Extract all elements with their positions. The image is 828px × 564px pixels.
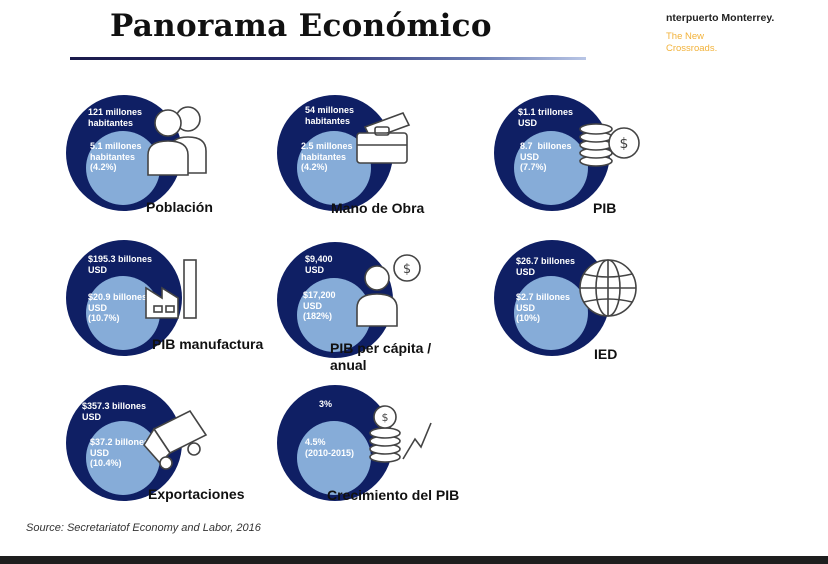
label-mano-de-obra: Mano de Obra <box>331 200 425 216</box>
inner-value: $17,200 USD (182%) <box>303 290 336 321</box>
svg-text:$: $ <box>382 411 389 424</box>
inner-value: 5.1 millones habitantes (4.2%) <box>90 141 142 172</box>
stat-pib-manufactura: $195.3 billones USD $20.9 billones USD (… <box>66 240 266 370</box>
label-pib: PIB <box>593 200 617 216</box>
stat-pib-per-capita: $9,400 USD $17,200 USD (182%) $ <box>277 242 477 372</box>
label-crecimiento-pib: Crecimiento del PIB <box>327 487 460 503</box>
label-pib-per-capita: PIB per cápita / anual <box>330 340 432 373</box>
inner-value: $37.2 billones USD (10.4%) <box>90 437 150 468</box>
globe-icon <box>579 259 637 317</box>
factory-icon <box>145 259 197 319</box>
stat-crecimiento-pib: 3% 4.5% (2010-2015) $ <box>277 385 477 515</box>
logo-tagline-text: The New Crossroads. <box>666 31 718 54</box>
stat-ied: $26.7 billones USD $2.7 billones USD (10… <box>494 240 694 370</box>
label-pib-manufactura: PIB manufactura <box>152 336 264 352</box>
outer-value: $9,400 USD <box>305 254 333 275</box>
truck-icon <box>143 409 208 470</box>
bottom-bar <box>0 556 828 564</box>
title-underline <box>70 57 586 60</box>
page-title: Panorama Económico <box>110 8 492 44</box>
stat-exportaciones: $357.3 billones USD $37.2 billones USD (… <box>66 385 266 515</box>
outer-value: 121 millones habitantes <box>88 107 143 128</box>
stat-mano-de-obra: 54 millones habitantes 2.5 millones habi… <box>277 95 477 225</box>
briefcase-icon <box>356 112 411 164</box>
inner-value: $20.9 billones USD (10.7%) <box>88 292 148 323</box>
label-ied: IED <box>594 346 618 362</box>
svg-text:$: $ <box>403 262 411 277</box>
inner-value: 4.5% (2010-2015) <box>305 437 355 458</box>
outer-value: 54 millones habitantes <box>305 105 355 126</box>
people-icon <box>147 106 207 176</box>
stat-pib: $1.1 trillones USD 8.7 billones USD (7.7… <box>494 95 694 225</box>
label-exportaciones: Exportaciones <box>148 486 245 502</box>
outer-value: $26.7 billones USD <box>516 256 576 277</box>
stat-poblacion: 121 millones habitantes 5.1 millones hab… <box>66 95 266 225</box>
outer-value: $357.3 billones USD <box>82 401 147 422</box>
logo-tagline: The New Crossroads. <box>666 31 828 55</box>
person-coin-icon: $ <box>356 254 421 327</box>
logo-name: nterpuerto Monterrey. <box>666 12 775 24</box>
inner-value: 8.7 billones USD (7.7%) <box>520 141 572 172</box>
label-poblacion: Población <box>146 199 213 215</box>
coins-icon: $ <box>579 123 640 167</box>
inner-circle <box>514 276 588 350</box>
inner-value: $2.7 billones USD (10%) <box>516 292 571 323</box>
logo: nterpuerto Monterrey. The New Crossroads… <box>666 12 828 55</box>
inner-circle <box>86 421 160 495</box>
inner-circle <box>514 131 588 205</box>
svg-text:$: $ <box>620 136 629 152</box>
inner-circle <box>297 421 371 495</box>
outer-value: 3% <box>319 399 333 409</box>
inner-value: 2.5 millones habitantes (4.2%) <box>301 141 353 172</box>
outer-value: $1.1 trillones USD <box>518 107 574 128</box>
outer-value: $195.3 billones USD <box>88 254 153 275</box>
source-note: Source: Secretariatof Economy and Labor,… <box>26 522 261 534</box>
coins-growth-icon: $ <box>369 405 432 463</box>
